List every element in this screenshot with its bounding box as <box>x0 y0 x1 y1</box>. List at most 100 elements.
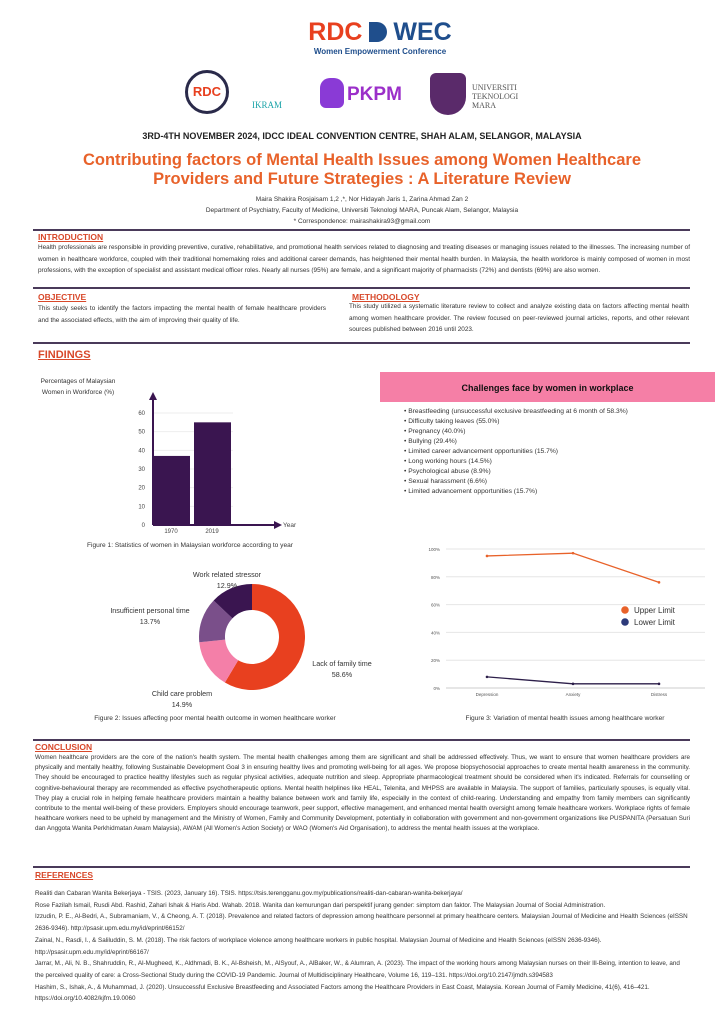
figure2-caption: Figure 2: Issues affecting poor mental h… <box>94 715 336 722</box>
y-tick-label: 60 <box>138 411 145 417</box>
challenge-item: • Sexual harassment (6.6%) <box>404 478 488 485</box>
x-tick-label: Anxiety <box>566 692 582 697</box>
challenge-item: • Limited career advancement opportuniti… <box>404 448 559 455</box>
rdc-logo: RDC <box>185 70 229 114</box>
data-point <box>571 551 575 555</box>
objective-text: This study seeks to identify the factors… <box>38 305 326 324</box>
x-axis-arrow-icon <box>274 521 282 529</box>
y-tick-label: 80% <box>431 575 440 580</box>
divider <box>33 739 690 741</box>
introduction-heading: INTRODUCTION <box>38 232 104 242</box>
logo-text-rdc: RDC <box>308 18 363 46</box>
legend-marker-icon <box>621 618 629 626</box>
challenge-item: • Psychological abuse (8.9%) <box>404 468 491 475</box>
slice-value-label: 14.9% <box>172 700 193 709</box>
challenge-item: • Difficulty taking leaves (55.0%) <box>404 418 500 425</box>
uitm-crest-icon <box>430 73 466 115</box>
methodology-heading: METHODOLOGY <box>352 292 420 302</box>
poster-title-line2: Providers and Future Strategies : A Lite… <box>153 170 571 188</box>
challenge-item: • Bullying (29.4%) <box>404 438 457 445</box>
slice-value-label: 12.9% <box>217 581 238 590</box>
divider <box>33 866 690 868</box>
challenge-item: • Long working hours (14.5%) <box>404 458 492 465</box>
legend-label: Lower Limit <box>634 618 676 627</box>
event-date-line: 3RD-4TH NOVEMBER 2024, IDCC IDEAL CONVEN… <box>142 131 582 141</box>
y-tick-label: 0 <box>142 523 146 529</box>
ikram-logo: IKRAM <box>252 100 283 110</box>
methodology-text: This study utilized a systematic literat… <box>349 303 689 334</box>
y-tick-label: 20% <box>431 658 440 663</box>
reference-item: Hashim, S., Ishak, A., & Muhammad, J. (2… <box>35 983 650 1003</box>
donut-chart: Lack of family time 58.6% Child care probl… <box>110 570 372 709</box>
x-tick-label: 2019 <box>205 529 219 535</box>
slice-label: Work related stressor <box>193 570 262 579</box>
challenge-item: • Breastfeeding (unsuccessful exclusive … <box>404 408 628 415</box>
figure3-caption: Figure 3: Variation of mental health iss… <box>465 715 665 722</box>
bar-1970 <box>153 455 190 525</box>
data-point <box>485 554 489 558</box>
y-tick-label: 10 <box>138 504 145 510</box>
challenge-item: • Limited advancement opportunities (15.… <box>404 488 538 495</box>
legend-marker-icon <box>621 606 629 614</box>
figure1-caption: Figure 1: Statistics of women in Malaysi… <box>87 542 293 549</box>
divider <box>33 342 690 344</box>
findings-heading: FINDINGS <box>38 349 91 361</box>
donut-slice-work-related-stressor <box>213 584 252 619</box>
x-tick-label: 1970 <box>164 529 178 535</box>
logo-subtitle: Women Empowerment Conference <box>313 47 447 56</box>
y-tick-label: 30 <box>138 467 145 473</box>
conclusion-heading: CONCLUSION <box>35 742 93 752</box>
affiliation: Department of Psychiatry, Faculty of Med… <box>205 207 519 214</box>
donut-slice-child-care-problem <box>199 639 239 683</box>
introduction-text: Health professionals are responsible in … <box>38 244 690 275</box>
y-tick-label: 0% <box>433 686 440 691</box>
reference-item: Zainal, N., Rasdi, I., & Saliluddin, S. … <box>35 936 602 956</box>
reference-item: Izzudin, P. E., Al-Bedri, A., Subramania… <box>35 913 688 933</box>
y-tick-label: 100% <box>428 547 440 552</box>
divider <box>33 229 690 231</box>
hand-icon <box>320 78 344 108</box>
bar-2019 <box>194 422 231 525</box>
challenges-title: Challenges face by women in workplace <box>461 383 634 393</box>
partner-logos: RDC IKRAM PKPM UNIVERSITI TEKNOLOGI MARA <box>180 68 540 120</box>
pkpm-logo: PKPM <box>320 78 402 108</box>
divider <box>33 287 690 289</box>
conclusion-text: Women healthcare providers are the core … <box>35 754 690 833</box>
slice-value-label: 58.6% <box>332 670 353 679</box>
data-point <box>485 675 489 679</box>
x-axis-label: Year <box>283 522 297 529</box>
y-tick-label: 50 <box>138 430 145 436</box>
y-tick-label: 20 <box>138 486 145 492</box>
reference-item: Jarrar, M., Ali, N. B., Shahruddin, R., … <box>35 960 680 979</box>
authors: Maira Shakira Rosjaisam 1,2 ,*, Nor Hida… <box>255 196 469 203</box>
legend-label: Upper Limit <box>634 606 676 615</box>
objective-heading: OBJECTIVE <box>38 292 87 302</box>
series-line-upper-limit <box>486 552 660 583</box>
y-tick-label: 40 <box>138 448 145 454</box>
correspondence: * Correspondence: mairashakira93@gmail.c… <box>293 218 431 225</box>
x-tick-label: Distress <box>651 692 668 697</box>
data-point <box>571 682 575 686</box>
challenge-item: • Pregnancy (40.0%) <box>404 428 466 435</box>
references-heading: REFERENCES <box>35 870 94 880</box>
rdc-wec-logo: RDC WEC Women Empowerment Conference <box>295 18 465 70</box>
challenges-list: • Breastfeeding (unsuccessful exclusive … <box>404 407 629 497</box>
y-tick-label: 40% <box>431 630 440 635</box>
reference-item: Rose Fazilah Ismail, Rusdi Abd. Rashid, … <box>35 901 606 909</box>
slice-value-label: 13.7% <box>140 617 161 626</box>
slice-label: Lack of family time <box>312 659 372 668</box>
bar-chart: 0 10 20 30 40 50 60 1970 2019 Year <box>138 392 297 535</box>
reference-item: Realiti dan Cabaran Wanita Bekerjaya - T… <box>35 890 463 897</box>
logo-dots-icon <box>368 22 387 42</box>
y-tick-label: 60% <box>431 603 440 608</box>
slice-label: Child care problem <box>152 689 212 698</box>
challenges-box: Challenges face by women in workplace <box>380 372 715 402</box>
data-point <box>657 581 661 584</box>
references-list: Realiti dan Cabaran Wanita Bekerjaya - T… <box>35 888 690 1005</box>
data-point <box>657 682 661 686</box>
y-axis-arrow-icon <box>149 392 157 400</box>
donut-slice-insufficient-personal-time <box>199 600 233 643</box>
logo-text-wec: WEC <box>393 18 452 46</box>
bar-chart-ylabel: Percentages of Malaysian Women in Workfo… <box>40 378 116 396</box>
x-tick-label: Depression <box>476 692 499 697</box>
